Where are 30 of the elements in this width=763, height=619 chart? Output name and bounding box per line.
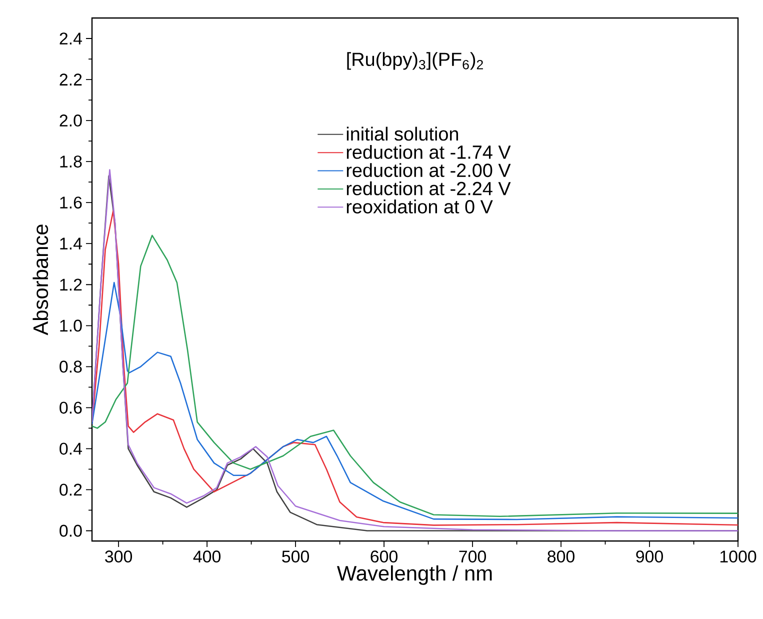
y-tick-label: 1.0 (60, 320, 82, 332)
y-tick-label: 0.4 (60, 442, 82, 455)
x-tick-label: 800 (548, 550, 574, 563)
legend-label: initial solution (346, 126, 458, 141)
y-tick-label: 0.8 (60, 360, 82, 373)
y-tick-label: 2.2 (60, 74, 82, 86)
legend-label: reduction at -2.24 V (346, 181, 511, 196)
y-tick-label: 2.0 (60, 114, 82, 127)
y-tick-label: 1.6 (60, 196, 82, 209)
x-tick-label: 300 (105, 550, 132, 563)
x-tick-label: 1000 (720, 550, 756, 563)
y-tick-label: 1.2 (60, 278, 82, 291)
text: [Ru(bpy)$_{3}$](PF$_{6}$)$_{2}$ (347, 52, 483, 70)
line-series (92, 282, 738, 520)
x-tick-label: 900 (636, 550, 663, 563)
y-tick-label: 1.4 (60, 238, 82, 250)
y-tick-label: 2.4 (60, 32, 82, 44)
x-tick-label: 500 (282, 550, 310, 563)
legend-label: reduction at -1.74 V (346, 144, 511, 159)
x-tick-label: 600 (370, 550, 398, 563)
y-tick-label: 0.6 (60, 402, 82, 414)
y-tick-label: 0.0 (60, 524, 82, 537)
y-tick-label: 1.8 (60, 156, 82, 168)
x-tick-label: 700 (459, 550, 486, 563)
y-tick-label: 0.2 (60, 484, 82, 496)
y-axis-title: Absorbance (32, 224, 48, 336)
x-axis-title: Wavelength / nm (336, 565, 492, 585)
legend-label: reoxidation at 0 V (346, 200, 493, 214)
x-tick-label: 400 (193, 550, 221, 563)
legend-label: reduction at -2.00 V (346, 163, 511, 178)
